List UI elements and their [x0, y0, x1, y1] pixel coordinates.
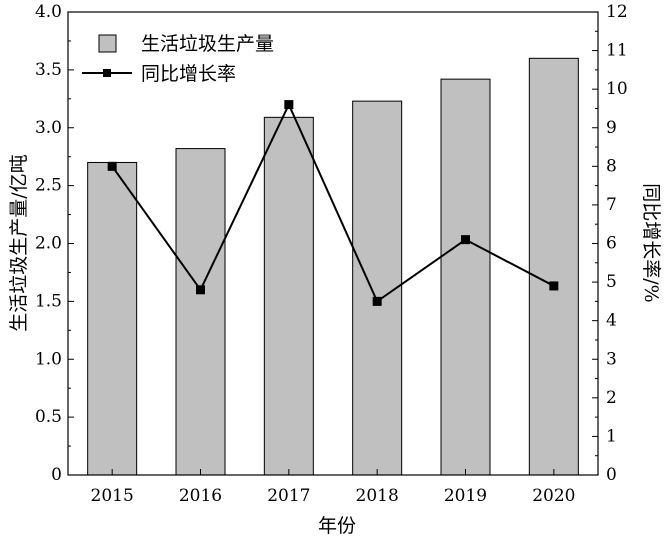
legend-bar-label: 生活垃圾生产量 [141, 33, 274, 55]
growth-line [111, 102, 555, 303]
y2-tick-label: 9 [606, 118, 617, 138]
line-group [107, 100, 559, 306]
line-point [549, 281, 559, 291]
y2-tick-label: 8 [606, 156, 617, 176]
bar [440, 78, 491, 476]
legend: 生活垃圾生产量 同比增长率 [82, 33, 274, 85]
left-axis: 0 0.5 1.0 1.5 2.0 2.5 3.0 3.5 4.0 [35, 2, 74, 485]
y-tick-label: 1.5 [35, 291, 62, 311]
line-point [107, 161, 117, 171]
y-tick-label: 4.0 [35, 2, 62, 22]
x-axis: 2015 2016 2017 2018 2019 2020 [91, 469, 575, 506]
y-tick-label: 2.0 [35, 234, 62, 254]
x-axis-title: 年份 [318, 515, 356, 537]
bar-group [87, 57, 579, 476]
y-tick-label: 1.0 [35, 349, 62, 369]
x-tick-label: 2020 [532, 486, 575, 506]
y2-tick-label: 5 [606, 272, 617, 292]
y2-axis-title: 同比增长率/% [640, 183, 662, 302]
x-tick-label: 2016 [179, 486, 222, 506]
y2-tick-label: 2 [606, 388, 617, 408]
x-tick-label: 2019 [444, 486, 487, 506]
y2-tick-label: 3 [606, 349, 617, 369]
bar [263, 116, 314, 476]
line-point [372, 296, 382, 306]
y2-tick-label: 1 [606, 426, 617, 446]
legend-line-marker [103, 69, 111, 77]
bar [528, 57, 579, 476]
y2-tick-label: 11 [606, 41, 628, 61]
y2-tick-label: 4 [606, 311, 617, 331]
legend-line-label: 同比增长率 [141, 63, 236, 85]
y-tick-label: 3.0 [35, 118, 62, 138]
y2-tick-label: 10 [606, 79, 628, 99]
y2-tick-label: 12 [606, 2, 628, 22]
x-tick-label: 2018 [356, 486, 399, 506]
y-tick-label: 0 [51, 465, 62, 485]
x-tick-label: 2017 [267, 486, 310, 506]
y-tick-label: 0.5 [35, 407, 62, 427]
bar [87, 161, 138, 476]
y-axis-title: 生活垃圾生产量/亿吨 [8, 154, 30, 331]
y2-tick-label: 0 [606, 465, 617, 485]
legend-bar-swatch [98, 34, 117, 53]
x-tick-label: 2015 [91, 486, 134, 506]
bar [175, 148, 226, 476]
line-point [284, 100, 294, 110]
line-point [196, 285, 205, 295]
y2-tick-label: 6 [606, 234, 617, 254]
y2-tick-label: 7 [606, 195, 617, 215]
line-point [461, 235, 470, 245]
y-tick-label: 2.5 [35, 176, 62, 196]
y-tick-label: 3.5 [35, 60, 62, 80]
bar [352, 100, 403, 476]
